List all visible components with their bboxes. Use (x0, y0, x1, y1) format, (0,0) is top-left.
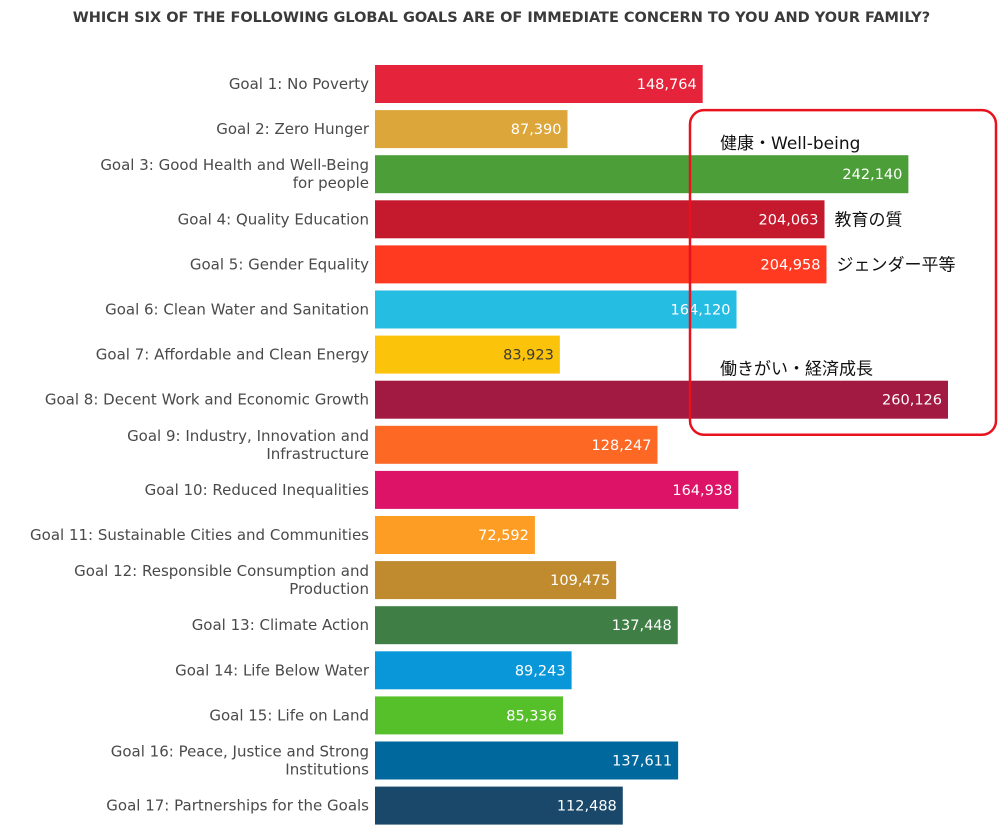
bar-goal-2 (375, 110, 568, 149)
category-labels-group: Goal 1: No Poverty Goal 2: Zero Hunger Goa… (30, 75, 370, 815)
value-label-goal-11: 72,592 (478, 528, 529, 544)
bar-goal-5 (375, 245, 827, 284)
category-label-goal-1: Goal 1: No Poverty (229, 75, 369, 93)
category-label-goal-13: Goal 13: Climate Action (192, 616, 369, 634)
value-label-goal-7: 83,923 (503, 348, 554, 364)
category-label-goal-17: Goal 17: Partnerships for the Goals (106, 797, 369, 815)
category-label-goal-8: Goal 8: Decent Work and Economic Growth (45, 391, 369, 409)
category-label-goal-5: Goal 5: Gender Equality (190, 255, 369, 273)
value-label-goal-14: 89,243 (515, 663, 566, 679)
value-label-goal-15: 85,336 (506, 708, 557, 724)
value-label-goal-6: 164,120 (671, 303, 731, 319)
value-label-goal-4: 204,063 (759, 212, 819, 228)
bar-goal-16 (375, 741, 679, 780)
value-label-goal-3: 242,140 (842, 167, 902, 183)
annotation-3: ジェンダー平等 (836, 255, 955, 275)
value-label-goal-9: 128,247 (592, 438, 652, 454)
category-label-goal-14: Goal 14: Life Below Water (175, 661, 370, 679)
value-label-goal-12: 109,475 (550, 573, 610, 589)
annotation-2: 教育の質 (835, 210, 903, 230)
category-label-goal-11: Goal 11: Sustainable Cities and Communit… (30, 526, 369, 544)
highlight-box (688, 108, 998, 436)
bar-goal-3 (375, 155, 909, 194)
category-label-goal-7: Goal 7: Affordable and Clean Energy (96, 346, 369, 364)
bar-goal-12 (375, 561, 617, 600)
category-label-goal-16: Goal 16: Peace, Justice and Strong Instit… (111, 743, 369, 779)
bar-goal-9 (375, 425, 658, 464)
category-label-goal-6: Goal 6: Clean Water and Sanitation (105, 301, 369, 319)
value-label-goal-2: 87,390 (511, 122, 562, 138)
annotation-4: 働きがい・経済成長 (720, 360, 873, 380)
bar-goal-7 (375, 335, 560, 374)
category-label-goal-4: Goal 4: Quality Education (178, 210, 369, 228)
bar-goal-10 (375, 470, 739, 509)
bar-goal-8 (375, 380, 948, 419)
bars-group (375, 65, 948, 825)
bar-goal-4 (375, 200, 825, 239)
value-label-goal-1: 148,764 (637, 77, 697, 93)
value-label-goal-8: 260,126 (882, 393, 942, 409)
category-label-goal-12: Goal 12: Responsible Consumption and Prod… (74, 562, 369, 598)
category-label-goal-9: Goal 9: Industry, Innovation and Infrastr… (127, 427, 369, 463)
value-label-goal-17: 112,488 (557, 799, 617, 815)
value-labels-group: 148,764 87,390 242,140 204,063 204,958 164,12… (478, 77, 942, 815)
category-label-goal-3: Goal 3: Good Health and Well-Being for pe… (100, 156, 369, 192)
bar-goal-1 (375, 65, 703, 103)
chart-title: WHICH SIX OF THE FOLLOWING GLOBAL GOALS … (72, 10, 931, 26)
bar-goal-17 (375, 786, 623, 825)
bar-goal-6 (375, 290, 737, 329)
bar-goal-13 (375, 606, 678, 645)
value-label-goal-10: 164,938 (672, 483, 732, 499)
annotation-1: 健康・Well-being (720, 134, 860, 154)
category-label-goal-10: Goal 10: Reduced Inequalities (145, 481, 370, 499)
value-label-goal-5: 204,958 (761, 257, 821, 273)
value-label-goal-16: 137,611 (612, 754, 672, 770)
value-label-goal-13: 137,448 (612, 618, 672, 634)
category-label-goal-15: Goal 15: Life on Land (209, 706, 369, 724)
bar-goal-15 (375, 696, 563, 735)
bar-goal-14 (375, 651, 572, 690)
bar-goal-11 (375, 516, 535, 554)
category-label-goal-2: Goal 2: Zero Hunger (216, 120, 370, 138)
